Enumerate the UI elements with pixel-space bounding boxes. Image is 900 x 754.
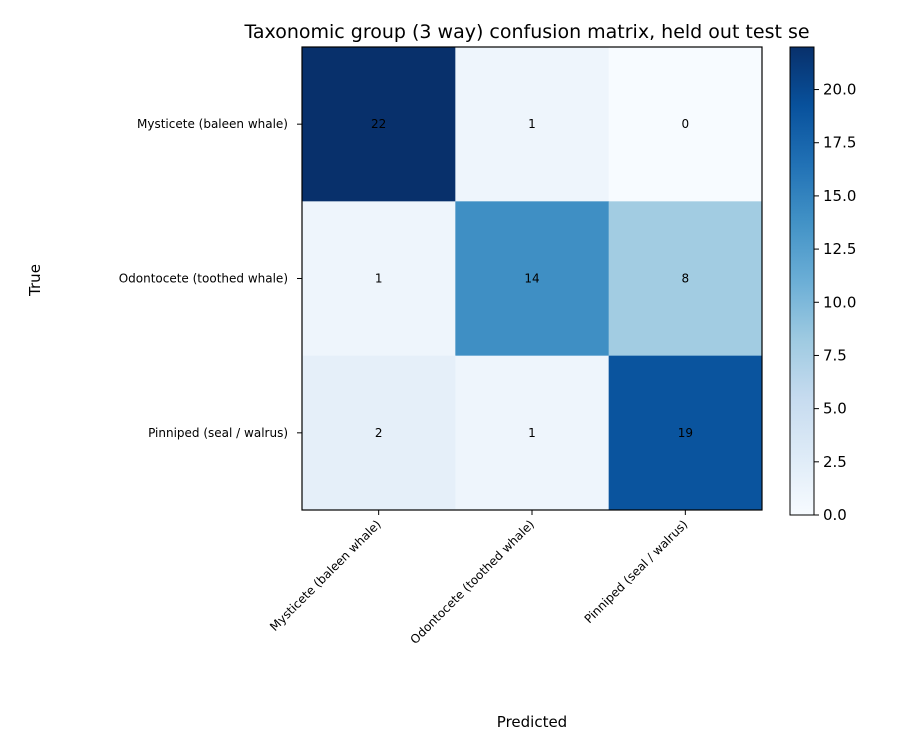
- cell-value-label-1-2: 8: [682, 272, 690, 286]
- y-tick-label: Mysticete (baleen whale): [137, 117, 288, 131]
- colorbar-tick-label: 2.5: [823, 453, 847, 471]
- x-axis-label: Predicted: [497, 713, 567, 731]
- colorbar-tick-label: 17.5: [823, 134, 856, 152]
- y-axis-ticks: Mysticete (baleen whale) Odontocete (toot…: [119, 117, 302, 440]
- cell-value-label-1-1: 14: [524, 272, 539, 286]
- heatmap-cell-1-1: [455, 201, 610, 357]
- heatmap-cell-0-1: [455, 47, 610, 202]
- colorbar-tick-label: 0.0: [823, 506, 847, 524]
- heatmap-cell-2-0: [302, 355, 456, 511]
- chart-title: Taxonomic group (3 way) confusion matrix…: [243, 21, 809, 43]
- y-axis-label: True: [26, 264, 44, 297]
- colorbar-tick-label: 12.5: [823, 240, 856, 258]
- cell-value-label-2-2: 19: [678, 426, 693, 440]
- colorbar-ticks: 0.0 2.5 5.0 7.5 10.0 12.5 15.0 17.5 20.0: [814, 81, 856, 524]
- x-tick-label: Odontocete (toothed whale): [407, 517, 537, 647]
- heatmap-cell-2-1: [455, 355, 610, 511]
- colorbar-tick-label: 7.5: [823, 346, 847, 364]
- heatmap-cell-1-2: [608, 201, 763, 357]
- cell-value-label-0-2: 0: [682, 117, 690, 131]
- y-tick-label: Odontocete (toothed whale): [119, 272, 288, 286]
- colorbar-tick-label: 20.0: [823, 81, 856, 99]
- cell-value-label-0-1: 1: [528, 117, 536, 131]
- cell-value-label-0-0: 22: [371, 117, 386, 131]
- x-axis-ticks: Mysticete (baleen whale) Odontocete (toot…: [267, 510, 690, 647]
- colorbar-tick-label: 5.0: [823, 400, 847, 418]
- cell-value-labels: 22 1 0 1 14 8 2 1 19: [371, 117, 693, 440]
- heatmap-cell-0-0: [302, 47, 456, 202]
- colorbar: [789, 46, 815, 516]
- cell-value-label-2-0: 2: [375, 426, 383, 440]
- cell-value-label-1-0: 1: [375, 272, 383, 286]
- heatmap-cell-1-0: [302, 201, 456, 357]
- x-tick-label: Pinniped (seal / walrus): [582, 517, 691, 626]
- cell-value-label-2-1: 1: [528, 426, 536, 440]
- colorbar-tick-label: 10.0: [823, 293, 856, 311]
- x-tick-label: Mysticete (baleen whale): [267, 517, 384, 634]
- heatmap-cell-2-2: [608, 355, 763, 511]
- colorbar-tick-label: 15.0: [823, 187, 856, 205]
- heatmap-cell-0-2: [608, 47, 763, 202]
- y-tick-label: Pinniped (seal / walrus): [148, 426, 288, 440]
- heatmap-cells: [302, 47, 763, 511]
